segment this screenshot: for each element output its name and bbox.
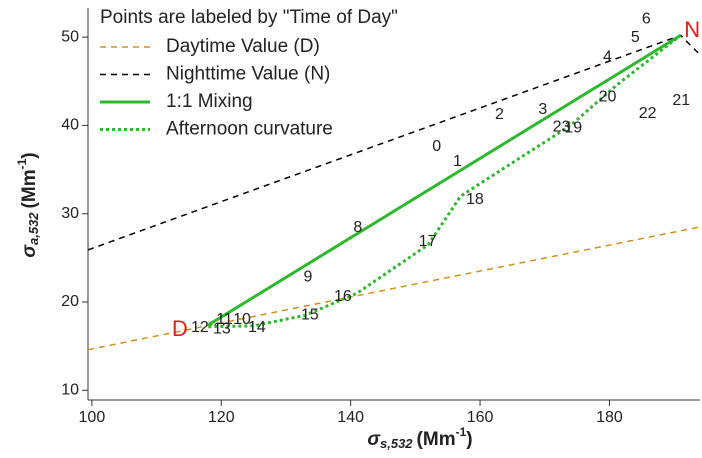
time-label: 9	[304, 268, 313, 285]
legend-label: Nighttime Value (N)	[166, 64, 330, 85]
y-label-symbol: σ	[19, 244, 40, 258]
time-label: 4	[603, 49, 612, 66]
time-label: 19	[564, 119, 582, 136]
x-tick-label: 120	[208, 409, 235, 426]
annotation: N	[684, 17, 700, 42]
time-label: 14	[248, 319, 266, 336]
y-tick-label: 20	[61, 293, 79, 310]
time-label: 5	[631, 29, 640, 46]
x-tick-label: 100	[79, 409, 106, 426]
y-label-unit: (Mm	[19, 169, 40, 208]
time-label: 23	[553, 118, 571, 135]
x-label-close: )	[466, 429, 472, 450]
time-label: 15	[301, 306, 319, 323]
y-tick-label: 10	[61, 382, 79, 399]
time-label: 10	[233, 311, 251, 328]
time-label: 8	[353, 219, 362, 236]
x-label-symbol: σ	[367, 429, 381, 450]
y-label-subscript: a,532	[26, 212, 41, 245]
time-label: 21	[672, 92, 690, 109]
time-label: 11	[216, 311, 233, 328]
series-line	[87, 226, 701, 351]
x-tick-label: 160	[467, 409, 494, 426]
x-label-exponent: -1	[456, 425, 467, 439]
y-axis-label: σa,532 (Mm-1)	[15, 152, 41, 257]
x-label-unit: (Mm	[417, 429, 456, 450]
x-axis-label: σs,532 (Mm-1)	[367, 425, 472, 451]
series-line	[208, 34, 682, 329]
time-label: 18	[466, 191, 484, 208]
y-label-close: )	[19, 152, 40, 158]
time-label: 17	[419, 233, 437, 250]
legend-label: Daytime Value (D)	[166, 36, 320, 57]
legend-label: 1:1 Mixing	[166, 91, 253, 112]
y-label-exponent: -1	[15, 158, 29, 169]
y-tick-label: 30	[61, 205, 79, 222]
legend-title: Points are labeled by "Time of Day"	[100, 7, 398, 28]
time-label: 20	[599, 88, 617, 105]
x-tick-label: 140	[337, 409, 364, 426]
y-tick-label: 40	[61, 117, 79, 134]
time-label: 13	[213, 321, 231, 338]
time-label: 22	[639, 105, 657, 122]
time-label: 3	[538, 101, 547, 118]
time-label: 1	[453, 153, 462, 170]
legend-label: Afternoon curvature	[166, 119, 333, 140]
x-label-subscript: s,532	[380, 436, 413, 451]
time-label: 2	[495, 106, 504, 123]
y-tick-label: 50	[61, 28, 79, 45]
time-label: 0	[432, 138, 441, 155]
annotation: D	[172, 316, 188, 341]
time-label: 16	[334, 288, 352, 305]
x-tick-label: 180	[596, 409, 623, 426]
series-line	[207, 34, 682, 327]
time-label: 6	[642, 11, 651, 28]
time-label: 12	[191, 319, 209, 336]
